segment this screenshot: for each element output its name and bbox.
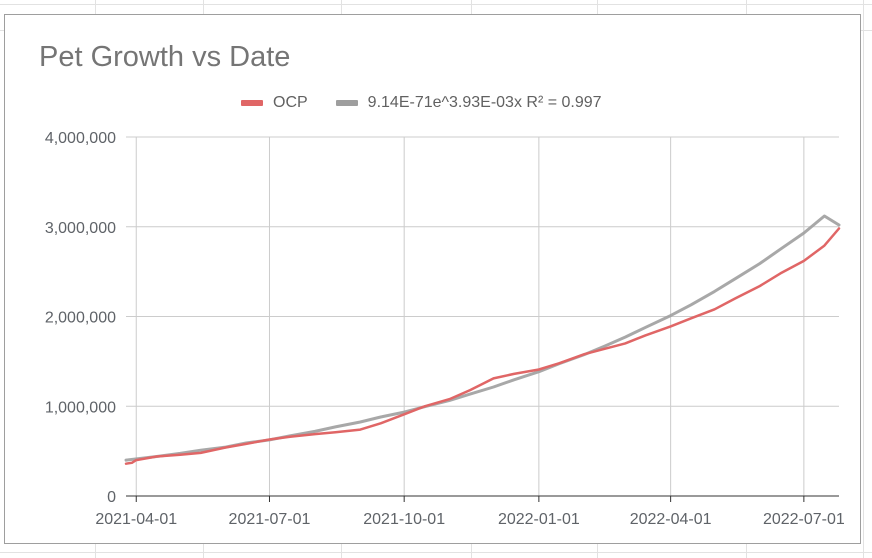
- x-tick-label: 2022-07-01: [763, 511, 845, 528]
- legend-label-ocp: OCP: [273, 94, 308, 111]
- y-tick-label: 0: [107, 489, 116, 506]
- x-tick-label: 2021-04-01: [95, 511, 177, 528]
- x-tick-label: 2022-01-01: [498, 511, 580, 528]
- legend-label-trendline: 9.14E-71e^3.93E-03x R² = 0.997: [367, 94, 602, 111]
- plot-area[interactable]: 0 1,000,000 2,000,000 3,000,000 4,000,000 202…: [5, 15, 860, 543]
- legend-swatch-trendline: [335, 100, 358, 106]
- legend-item-ocp[interactable]: OCP: [241, 94, 308, 112]
- y-tick-label: 2,000,000: [45, 310, 116, 327]
- y-tick-label: 4,000,000: [45, 130, 116, 147]
- legend-swatch-ocp: [241, 100, 263, 106]
- y-tick-label: 3,000,000: [45, 220, 116, 237]
- series-line-trendline[interactable]: [124, 214, 841, 462]
- chart-legend: OCP 9.14E-71e^3.93E-03x R² = 0.997: [241, 91, 630, 115]
- legend-item-trendline[interactable]: 9.14E-71e^3.93E-03x R² = 0.997: [335, 94, 602, 112]
- x-tick-label: 2021-10-01: [363, 511, 445, 528]
- x-tick-label: 2021-07-01: [229, 511, 311, 528]
- chart-container[interactable]: Pet Growth vs Date OCP 9.14E-71e^3.93E-0…: [4, 14, 861, 544]
- chart-title: Pet Growth vs Date: [39, 41, 291, 73]
- y-tick-label: 1,000,000: [45, 399, 116, 416]
- series-line-ocp[interactable]: [124, 227, 841, 465]
- x-tick-label: 2022-04-01: [630, 511, 712, 528]
